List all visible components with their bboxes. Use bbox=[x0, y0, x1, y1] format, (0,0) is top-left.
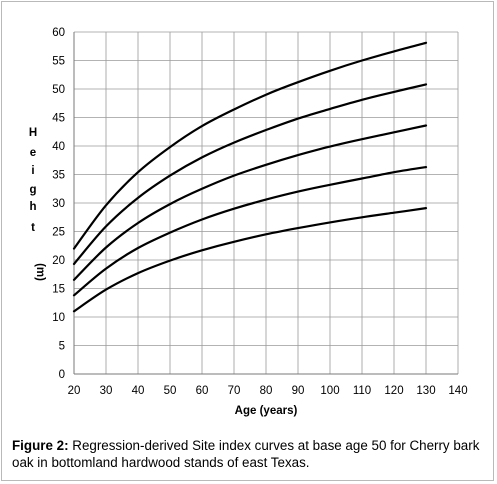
x-tick-label: 110 bbox=[353, 385, 371, 397]
site-index-curve-3 bbox=[72, 124, 428, 281]
x-tick-label: 80 bbox=[260, 385, 273, 397]
y-axis-label-char: i bbox=[31, 165, 34, 177]
site-index-chart: 0 5 10 15 20 25 30 35 40 45 50 55 60 20 30 40 50 60 70 80 9… bbox=[29, 27, 468, 417]
y-tick-label: 5 bbox=[59, 341, 65, 353]
x-tick-labels: 20 30 40 50 60 70 80 90 100 110 120 130 140 bbox=[68, 385, 468, 397]
x-tick-label: 60 bbox=[196, 385, 209, 397]
y-axis-label-char: h bbox=[29, 201, 36, 213]
y-tick-label: 30 bbox=[52, 198, 65, 210]
axes bbox=[73, 32, 458, 375]
y-tick-label: 50 bbox=[52, 84, 65, 96]
y-tick-label: 20 bbox=[52, 255, 65, 267]
x-tick-label: 40 bbox=[132, 385, 145, 397]
y-tick-label: 10 bbox=[52, 312, 65, 324]
y-axis-unit: (m) bbox=[34, 263, 46, 281]
x-tick-label: 30 bbox=[100, 385, 113, 397]
x-tick-label: 120 bbox=[384, 385, 403, 397]
site-index-curve-2 bbox=[72, 83, 428, 266]
y-axis-label-char: e bbox=[30, 147, 36, 159]
y-tick-label: 0 bbox=[59, 369, 65, 381]
y-tick-label: 45 bbox=[52, 113, 65, 125]
y-tick-label: 15 bbox=[52, 284, 65, 296]
site-index-curve-1 bbox=[72, 41, 428, 250]
y-tick-label: 25 bbox=[52, 227, 65, 239]
y-tick-labels: 0 5 10 15 20 25 30 35 40 45 50 55 60 bbox=[52, 27, 65, 381]
caption-label: Figure 2: bbox=[12, 438, 69, 453]
x-tick-label: 90 bbox=[292, 385, 305, 397]
y-tick-label: 55 bbox=[52, 56, 65, 68]
y-axis-label-char: t bbox=[31, 222, 35, 234]
x-axis-label: Age (years) bbox=[235, 405, 298, 417]
y-axis-label-char: H bbox=[29, 127, 37, 139]
y-axis-label-char: g bbox=[29, 184, 36, 196]
x-tick-label: 140 bbox=[448, 385, 467, 397]
y-tick-label: 60 bbox=[52, 27, 65, 39]
site-index-curve-4 bbox=[72, 166, 428, 297]
x-tick-label: 130 bbox=[416, 385, 435, 397]
y-tick-label: 40 bbox=[52, 141, 65, 153]
caption-text: Regression-derived Site index curves at … bbox=[12, 438, 480, 470]
site-index-curve-5 bbox=[72, 207, 428, 313]
x-tick-label: 100 bbox=[320, 385, 339, 397]
x-tick-label: 20 bbox=[68, 385, 81, 397]
figure-caption: Figure 2: Regression-derived Site index … bbox=[12, 437, 486, 471]
x-tick-label: 70 bbox=[228, 385, 241, 397]
series-lines bbox=[72, 41, 428, 313]
x-tick-label: 50 bbox=[164, 385, 177, 397]
y-tick-label: 35 bbox=[52, 170, 65, 182]
